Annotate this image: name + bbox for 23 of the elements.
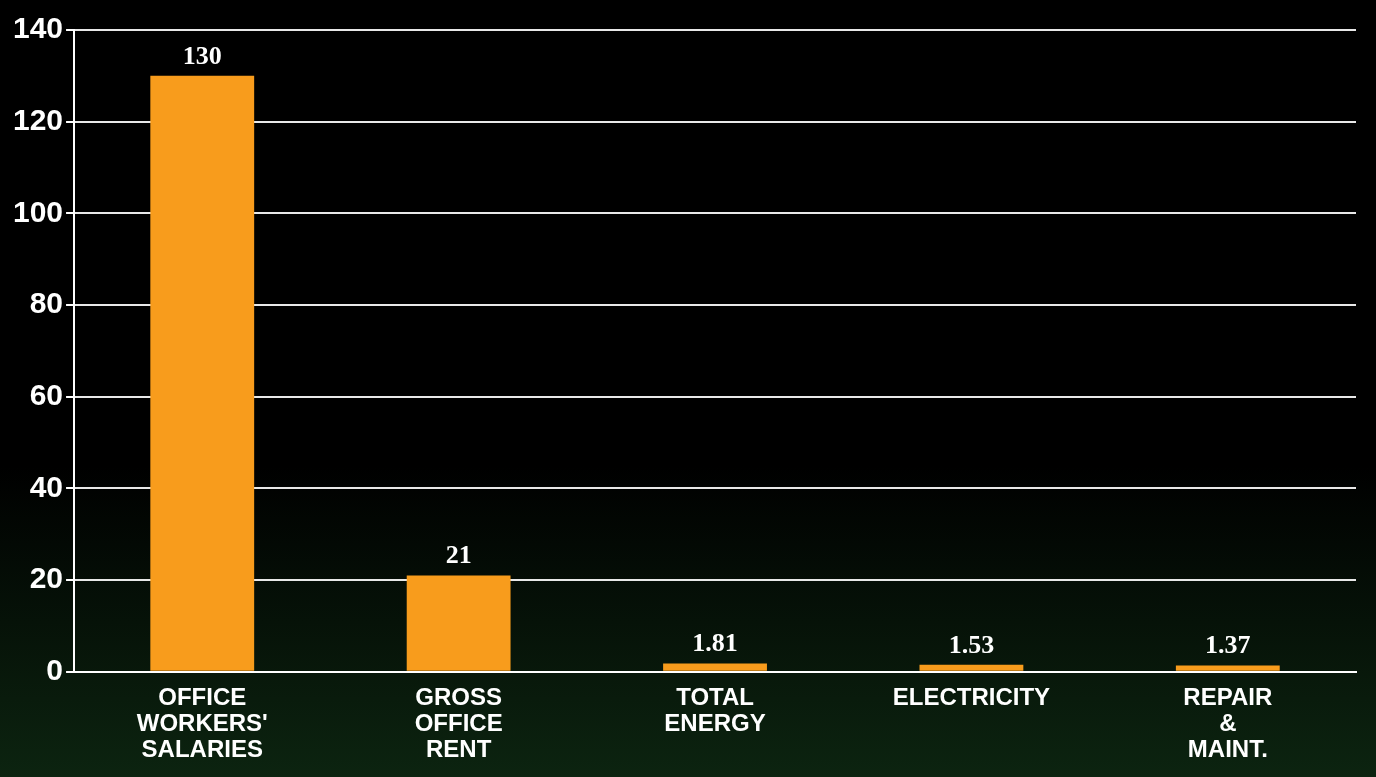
y-tick-label: 20 (29, 561, 64, 595)
y-tick-label: 60 (29, 378, 64, 412)
x-tick-label: ELECTRICITY (892, 682, 1051, 710)
bar (406, 575, 511, 671)
bar (663, 663, 767, 671)
y-tick-label: 0 (46, 653, 64, 687)
bar (1175, 665, 1280, 671)
x-tick-label: GROSS OFFICE RENT (414, 682, 503, 763)
data-label: 1.37 (1205, 630, 1251, 660)
data-label: 1.81 (692, 628, 738, 658)
bar (150, 75, 255, 671)
y-tick-label: 100 (12, 194, 64, 228)
y-tick-label: 140 (12, 11, 64, 45)
data-label: 130 (182, 40, 222, 70)
x-tick-label: REPAIR & MAINT. (1183, 682, 1273, 763)
x-tick-label: TOTAL ENERGY (664, 682, 766, 737)
x-tick-label: OFFICE WORKERS' SALARIES (136, 682, 268, 763)
y-tick-label: 40 (29, 469, 64, 503)
data-label: 1.53 (948, 629, 995, 659)
y-tick-label: 120 (12, 102, 64, 136)
y-tick-label: 80 (29, 286, 64, 320)
data-label: 21 (445, 540, 472, 570)
bar (919, 664, 1024, 671)
